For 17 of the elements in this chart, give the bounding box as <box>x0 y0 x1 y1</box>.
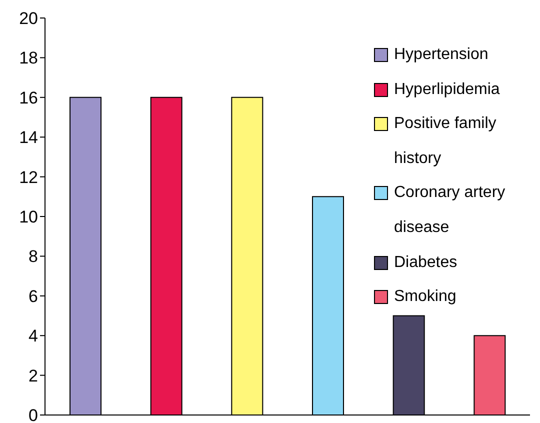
y-tick-label: 14 <box>19 128 38 148</box>
legend-label: Hyperlipidemia <box>394 80 501 100</box>
y-tick-label: 8 <box>28 247 38 266</box>
y-tick-label: 18 <box>19 48 38 68</box>
y-tick-label: 12 <box>19 168 38 187</box>
legend-label: Diabetes <box>394 252 458 273</box>
legend-label: Positive family history <box>394 114 498 169</box>
legend-label: Coronary artery disease <box>394 183 506 238</box>
y-tick-label: 2 <box>28 366 38 386</box>
y-tick-label: 20 <box>19 9 38 28</box>
legend-label: Hypertension <box>394 45 490 65</box>
y-tick-label: 10 <box>19 208 38 227</box>
y-tick-label: 4 <box>28 326 38 346</box>
y-tick-label: 0 <box>28 406 38 423</box>
y-tick-label: 16 <box>19 88 38 108</box>
legend-label: Smoking <box>394 287 458 308</box>
y-tick-label: 6 <box>28 286 38 306</box>
